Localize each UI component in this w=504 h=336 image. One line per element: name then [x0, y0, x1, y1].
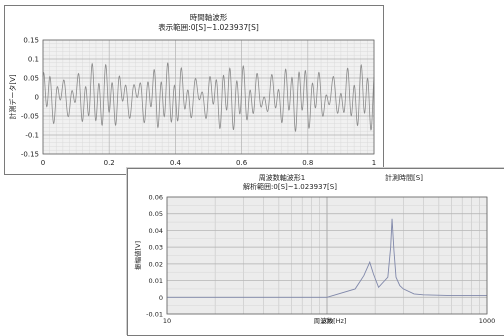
y-tick-label: 0.02: [149, 260, 163, 268]
y-tick-label: 0.15: [23, 37, 39, 45]
x-tick-label: 1: [372, 159, 376, 167]
x-tick-label: 1000: [479, 317, 496, 325]
plot-frame: [166, 196, 488, 315]
time-waveform-panel: 時間軸波形 表示範囲:0[S]~1.023937[S] 0.15 0.1 0.05 0 -0…: [4, 5, 384, 175]
x-tick-label: 0.8: [302, 159, 313, 167]
y-tick-label: 0.05: [149, 210, 163, 218]
time-waveform-chart: 時間軸波形表示範囲:0[S]~1.023937[S]0.150.10.050-0…: [8, 12, 376, 167]
y-tick-label: -0.05: [21, 113, 39, 121]
y-tick-label: 0.05: [23, 75, 39, 83]
x-tick-label: 0.2: [104, 159, 115, 167]
time-waveform-line: [42, 62, 375, 133]
y-axis-label: 計測データ[V]: [8, 74, 17, 120]
spectrum-line: [167, 218, 487, 298]
x-tick-label: 10: [163, 317, 171, 325]
y-tick-label: -0.01: [146, 311, 163, 319]
y-tick-label: 0.1: [28, 56, 39, 64]
chart-title: 時間軸波形: [190, 12, 228, 22]
frequency-waveform-chart: 周波数軸波形1 計測時間[S] 解析範囲:0[S]~1.023937[S] 0.06 0…: [133, 173, 496, 325]
chart-subtitle: 表示範囲:0[S]~1.023937[S]: [158, 22, 259, 32]
y-tick-label: 0.06: [149, 194, 163, 202]
y-tick-label: 0: [159, 294, 163, 302]
y-tick-label: 0.04: [149, 227, 163, 235]
y-tick-label: 0.01: [149, 277, 163, 285]
y-axis-label: 振幅値[V]: [133, 241, 142, 270]
plot-frame: [42, 39, 375, 155]
y-tick-label: 0: [35, 94, 39, 102]
x-tick-label: 0.4: [170, 159, 182, 167]
x-tick-label: 0.6: [236, 159, 248, 167]
y-tick-label: -0.1: [25, 132, 39, 140]
chart-title-right: 計測時間[S]: [385, 173, 423, 182]
chart-title: 周波数軸波形1: [259, 173, 305, 182]
chart-subtitle: 解析範囲:0[S]~1.023937[S]: [243, 182, 337, 191]
x-axis-label: 周波数[Hz]: [314, 316, 347, 325]
y-tick-label: 0.03: [149, 244, 163, 252]
frequency-waveform-panel: 周波数軸波形1 計測時間[S] 解析範囲:0[S]~1.023937[S] 0.06 0…: [127, 168, 504, 336]
x-tick-label: 100: [321, 317, 333, 325]
x-tick-label: 0: [41, 159, 45, 167]
y-tick-label: -0.15: [21, 151, 39, 159]
